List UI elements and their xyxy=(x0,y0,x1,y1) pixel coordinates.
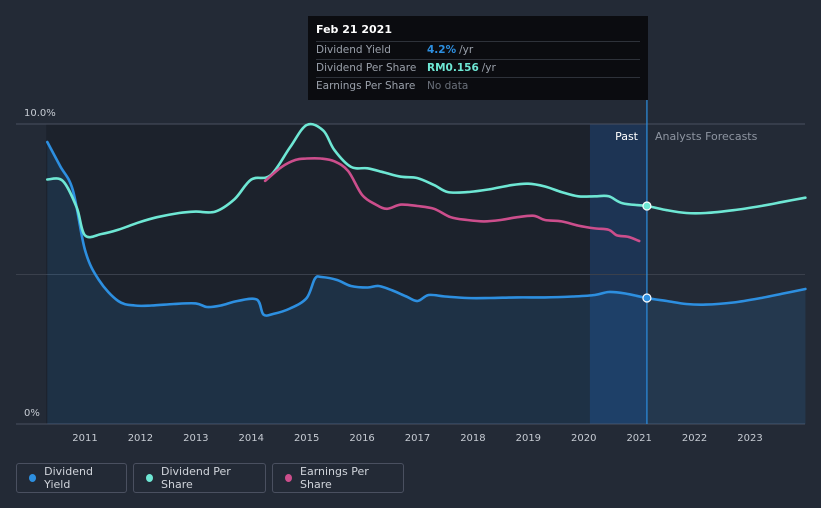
x-tick-label: 2015 xyxy=(294,433,319,444)
x-tick-label: 2018 xyxy=(460,433,485,444)
legend-dividend-yield[interactable]: Dividend Yield xyxy=(16,463,127,493)
legend-label: Dividend Per Share xyxy=(161,465,231,491)
dividend-yield-line xyxy=(46,140,807,317)
x-tick-label: 2021 xyxy=(626,433,651,444)
y-tick-label: 0% xyxy=(24,408,40,419)
legend-label: Earnings Per Share xyxy=(300,465,369,491)
tooltip-value: 4.2% xyxy=(427,44,457,56)
dividend-yield-marker xyxy=(642,293,652,303)
earnings-per-share-line xyxy=(263,156,641,243)
tooltip-row-dividend-per-share: Dividend Per Share RM0.156 /yr xyxy=(316,59,640,77)
dividend-yield-area xyxy=(47,142,806,424)
tooltip-value: RM0.156 xyxy=(427,62,479,74)
tooltip-value: No data xyxy=(427,80,469,92)
legend-dividend-per-share[interactable]: Dividend Per Share xyxy=(133,463,266,493)
tooltip-label: Earnings Per Share xyxy=(316,80,416,92)
y-tick-label: 10.0% xyxy=(24,108,56,119)
legend-dot-icon xyxy=(285,474,292,482)
x-tick-label: 2014 xyxy=(239,433,264,444)
tooltip: Feb 21 2021 Dividend Yield 4.2% /yr Divi… xyxy=(308,16,648,100)
tooltip-row-earnings-per-share: Earnings Per Share No data xyxy=(316,77,640,95)
tooltip-label: Dividend Yield xyxy=(316,44,391,56)
tooltip-date: Feb 21 2021 xyxy=(316,23,392,36)
x-tick-label: 2019 xyxy=(516,433,541,444)
x-tick-label: 2013 xyxy=(183,433,208,444)
tooltip-label: Dividend Per Share xyxy=(316,62,417,74)
legend-dot-icon xyxy=(146,474,153,482)
x-tick-label: 2011 xyxy=(72,433,97,444)
legend-earnings-per-share[interactable]: Earnings Per Share xyxy=(272,463,404,493)
x-tick-label: 2012 xyxy=(128,433,153,444)
x-tick-label: 2022 xyxy=(682,433,707,444)
x-tick-label: 2016 xyxy=(349,433,374,444)
tooltip-unit: /yr xyxy=(481,62,496,74)
x-tick-label: 2017 xyxy=(405,433,430,444)
x-tick-label: 2023 xyxy=(737,433,762,444)
tooltip-row-dividend-yield: Dividend Yield 4.2% /yr xyxy=(316,41,640,59)
x-tick-label: 2020 xyxy=(571,433,596,444)
legend-label: Dividend Yield xyxy=(44,465,93,491)
dividend-per-share-marker xyxy=(642,201,652,211)
forecast-label: Analysts Forecasts xyxy=(655,130,758,143)
legend-dot-icon xyxy=(29,474,37,482)
tooltip-unit: /yr xyxy=(459,44,474,56)
past-label: Past xyxy=(615,130,639,143)
